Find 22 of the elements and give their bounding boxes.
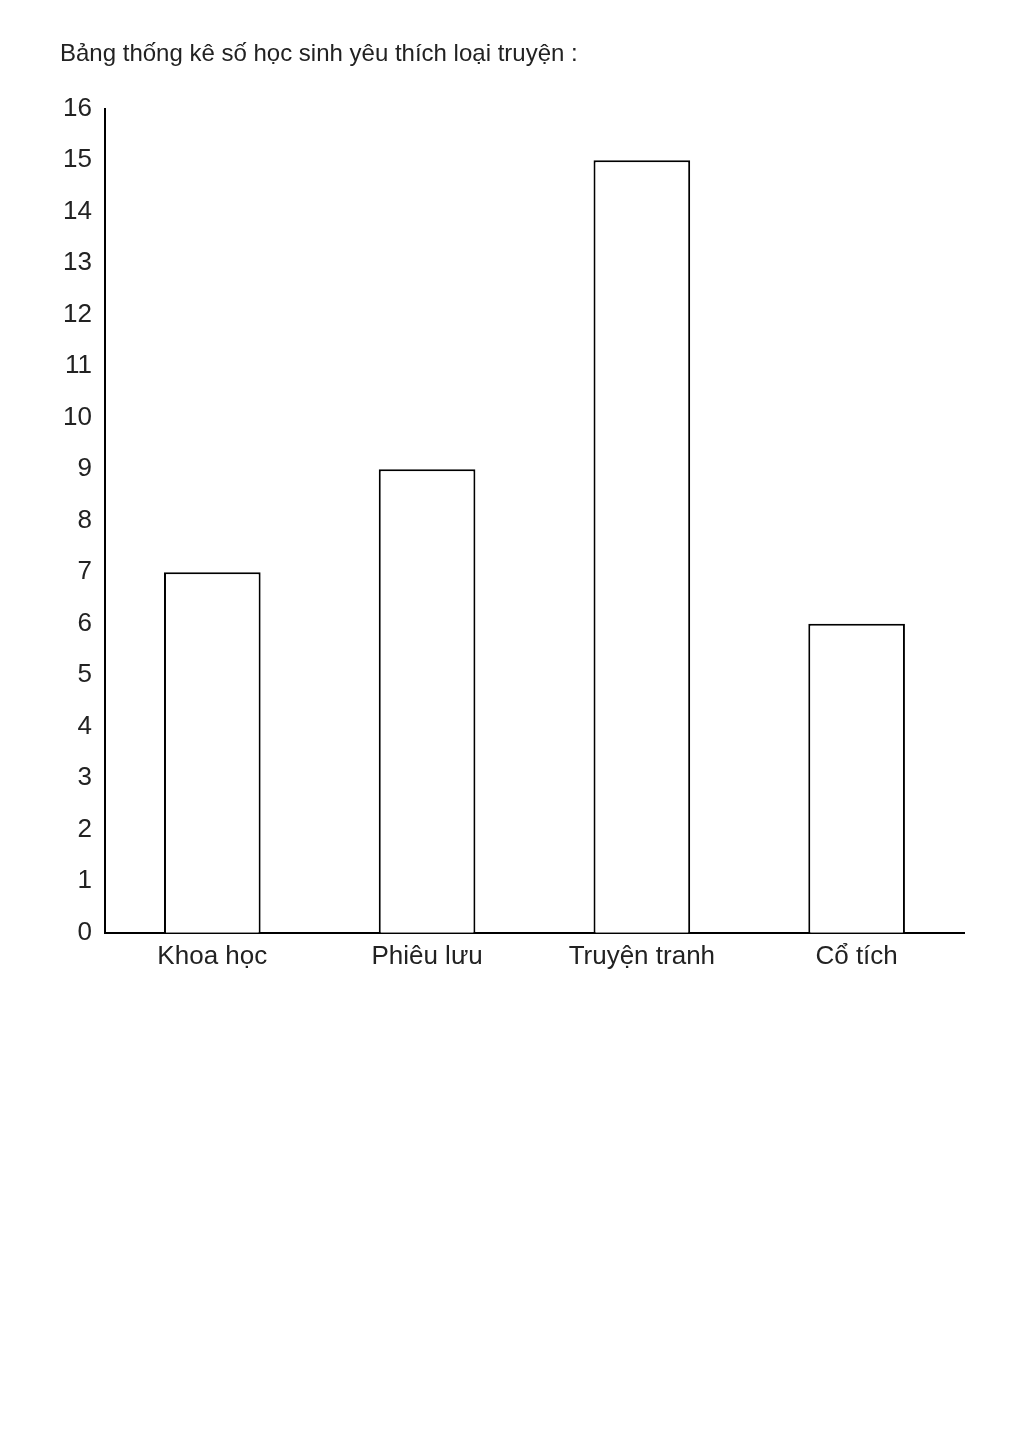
y-tick-label: 10	[63, 400, 92, 431]
y-tick-label: 9	[77, 452, 92, 483]
y-tick-label: 14	[63, 194, 92, 225]
y-tick-label: 11	[64, 349, 92, 380]
y-tick-label: 16	[63, 91, 92, 122]
x-tick-label: Phiêu lưu	[371, 939, 483, 970]
x-tick-label: Truyện tranh	[568, 939, 716, 970]
y-tick-label: 7	[77, 555, 92, 586]
y-tick-label: 1	[77, 864, 92, 895]
y-tick-label: 3	[77, 761, 92, 792]
x-tick-label: Khoa học	[157, 939, 268, 970]
y-tick-label: 13	[63, 246, 92, 277]
y-tick-label: 15	[63, 143, 92, 174]
chart-title: Bảng thống kê số học sinh yêu thích loại truyện :	[60, 39, 578, 67]
x-tick-label: Cổ tích	[815, 939, 898, 970]
y-tick-label: 0	[77, 915, 92, 946]
y-tick-label: 5	[77, 658, 92, 689]
y-tick-label: 2	[77, 812, 92, 843]
y-tick-label: 6	[77, 606, 92, 637]
y-tick-label: 8	[77, 503, 92, 534]
y-tick-label: 4	[77, 709, 92, 740]
y-tick-label: 12	[63, 297, 92, 328]
